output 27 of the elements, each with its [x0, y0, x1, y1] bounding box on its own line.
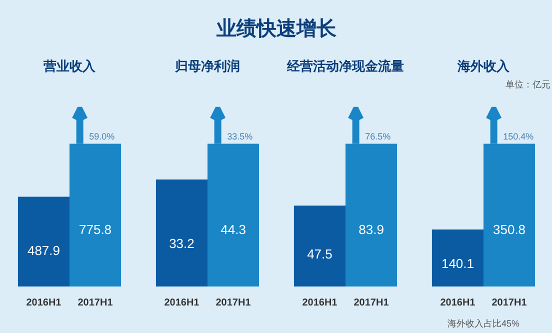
chart-title: 海外收入 [456, 58, 510, 74]
annotation: 76.5% [365, 132, 391, 142]
data-label: 83.9 [358, 222, 384, 237]
x-tick-label: 2016H1 [26, 298, 62, 308]
text: 海外收入占比45% [447, 318, 520, 328]
x-tick-label: 2016H1 [302, 298, 338, 308]
data-label: 775.8 [79, 222, 112, 237]
x-tick-label: 2016H1 [164, 298, 200, 308]
chart-title: 归母净利润 [174, 58, 240, 74]
x-tick-label: 2016H1 [440, 298, 476, 308]
text: 业绩快速增长 [216, 18, 338, 40]
x-tick-label: 2017H1 [78, 298, 114, 308]
x-tick-label: 2017H1 [216, 298, 252, 308]
annotation: 33.5% [227, 132, 253, 142]
x-tick-label: 2017H1 [492, 298, 528, 308]
chart-title: 营业收入 [42, 58, 96, 74]
data-label: 487.9 [27, 243, 60, 258]
text: 单位：亿元 [506, 80, 550, 90]
data-label: 33.2 [169, 236, 194, 252]
annotation: 150.4% [503, 132, 534, 142]
chart-title: 经营活动净现金流量 [286, 58, 404, 74]
annotation: 59.0% [89, 132, 115, 142]
data-label: 350.8 [493, 222, 526, 237]
data-label: 140.1 [441, 256, 474, 272]
x-tick-label: 2017H1 [354, 298, 390, 308]
data-label: 47.5 [307, 246, 332, 262]
data-label: 44.3 [220, 222, 246, 237]
